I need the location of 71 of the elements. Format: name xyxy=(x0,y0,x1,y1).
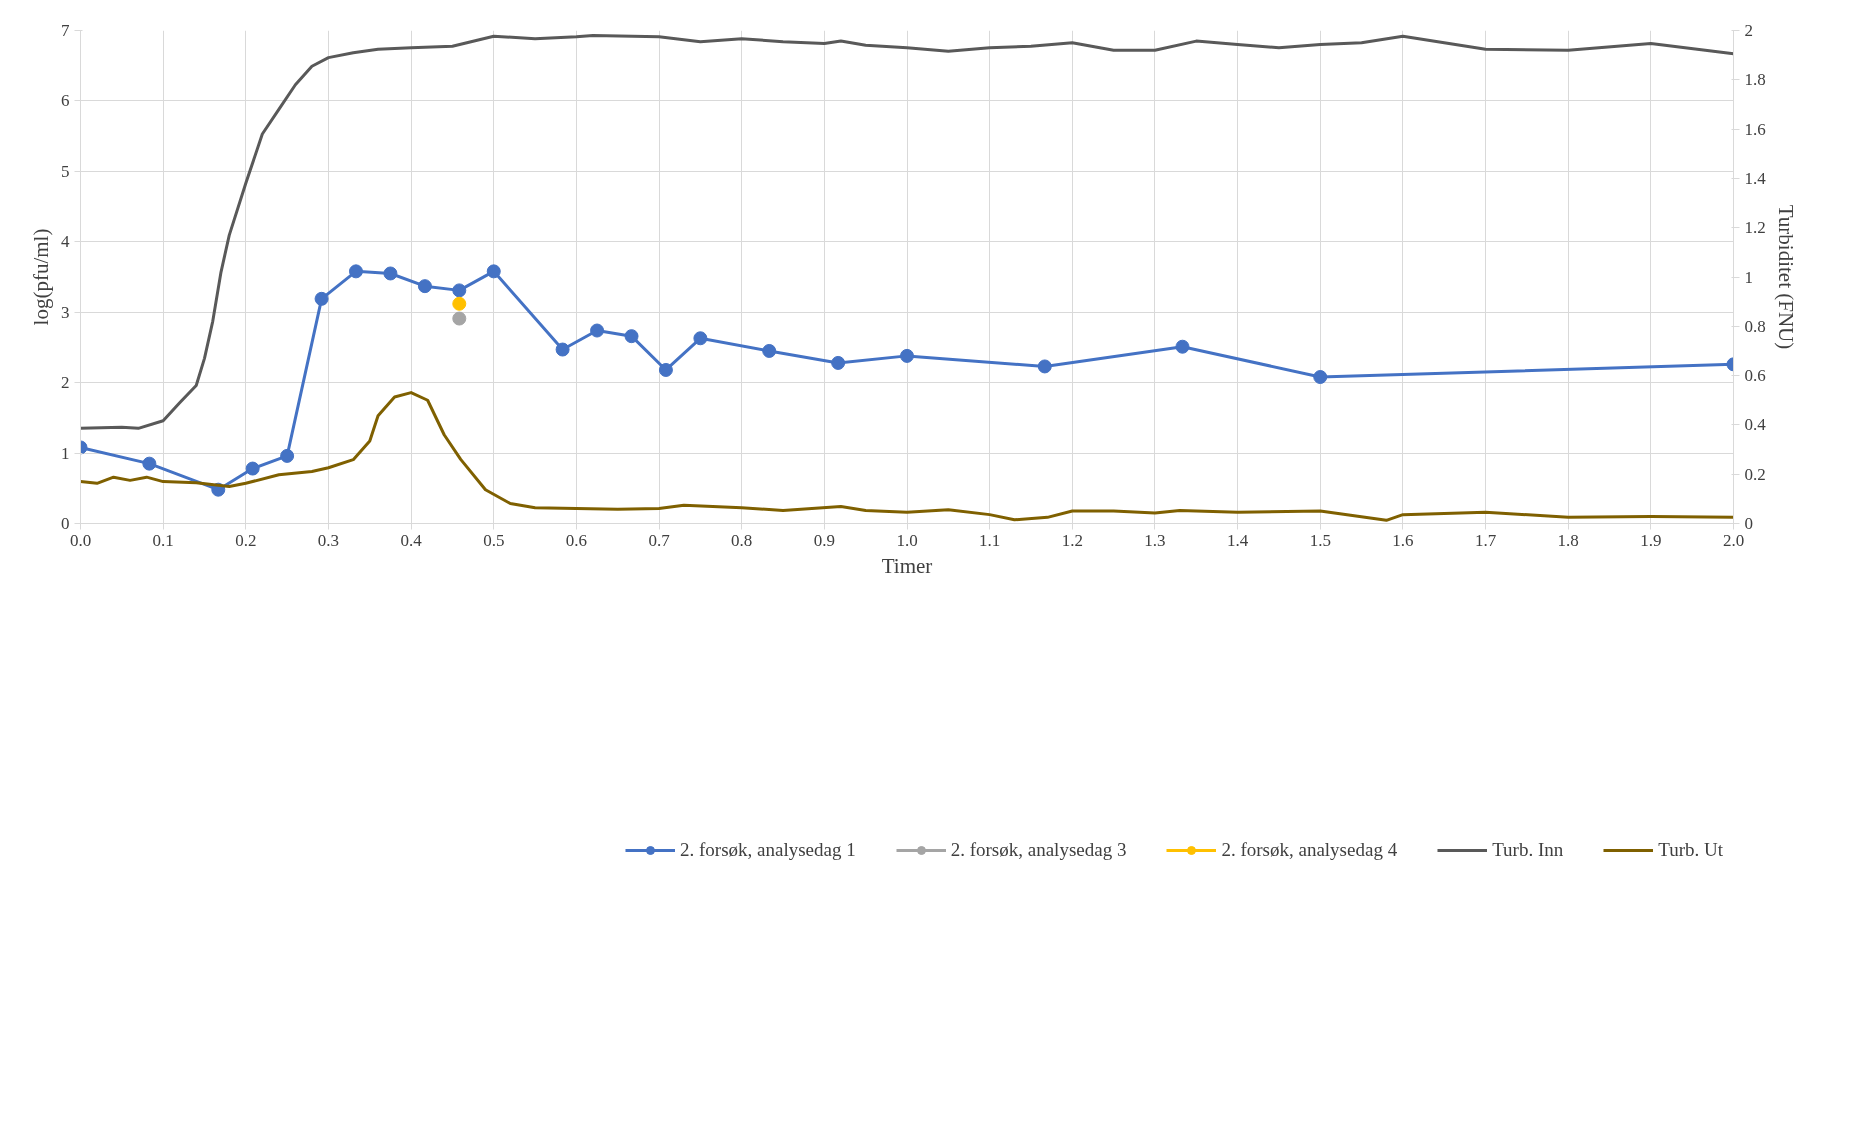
point xyxy=(417,279,432,294)
y-axis-title: log(pfu/ml) xyxy=(29,228,53,326)
x-tick-label: 1.3 xyxy=(1144,530,1166,550)
x-tick-label: 1.7 xyxy=(1474,530,1497,550)
x-tick-label: 1.4 xyxy=(1226,530,1249,550)
x-tick-label: 1.5 xyxy=(1309,530,1331,550)
y2-tick-label: 1.2 xyxy=(1744,218,1766,238)
x-tick-label: 1.9 xyxy=(1640,530,1662,550)
y2-tick-label: 2 xyxy=(1744,21,1753,40)
y2-tick-label: 1.6 xyxy=(1744,119,1766,139)
point xyxy=(486,264,501,279)
x-axis-title: Timer xyxy=(881,553,933,578)
point xyxy=(1313,370,1328,384)
x-tick-label: 1.1 xyxy=(979,530,1001,550)
point xyxy=(555,342,570,357)
point xyxy=(658,362,673,377)
x-tick-label: 0.8 xyxy=(731,530,753,550)
x-tick-label: 0.3 xyxy=(317,530,340,550)
x-tick-label: 1.2 xyxy=(1061,530,1083,550)
y-tick-label: 4 xyxy=(61,232,70,252)
line-series xyxy=(80,33,1734,430)
point xyxy=(831,355,846,370)
x-tick-label: 0.5 xyxy=(483,530,505,550)
point xyxy=(1037,359,1052,374)
point xyxy=(1175,339,1190,354)
y2-tick-label: 0.6 xyxy=(1744,366,1766,386)
x-tick-label: 1.6 xyxy=(1392,530,1414,550)
point xyxy=(693,331,708,346)
point xyxy=(900,348,914,363)
point xyxy=(245,461,260,476)
legend-label: 2. forsøk, analysedag 4 xyxy=(1221,839,1398,861)
x-tick-label: 1.8 xyxy=(1557,530,1579,550)
x-tick-label: 2.0 xyxy=(1722,530,1745,550)
y-tick-label: 3 xyxy=(61,302,70,322)
y-tick-label: 0 xyxy=(61,514,70,533)
x-tick-label: 0.4 xyxy=(400,530,423,550)
point xyxy=(452,283,467,298)
y-tick-label: 7 xyxy=(61,21,70,40)
legend-label: 2. forsøk, analysedag 1 xyxy=(679,839,856,861)
legend-label: 2. forsøk, analysedag 3 xyxy=(950,839,1127,861)
y-tick-label: 5 xyxy=(61,161,70,181)
point xyxy=(452,296,467,311)
y2-tick-label: 1.4 xyxy=(1744,168,1767,188)
y-tick-label: 6 xyxy=(61,91,70,111)
point xyxy=(590,323,605,338)
point xyxy=(452,311,467,326)
y-tick-label: 1 xyxy=(61,443,70,463)
x-tick-label: 0.1 xyxy=(152,530,174,550)
x-tick-label: 0.7 xyxy=(648,530,671,550)
y2-axis-title: Turbiditet (FNU) xyxy=(1773,204,1798,350)
point xyxy=(348,264,363,279)
y2-tick-label: 0.8 xyxy=(1744,316,1766,336)
legend-label: Turb. Ut xyxy=(1658,839,1723,861)
y2-tick-label: 0 xyxy=(1744,514,1753,533)
x-tick-label: 0.0 xyxy=(69,530,92,550)
y2-tick-label: 1.8 xyxy=(1744,70,1766,90)
point xyxy=(142,456,157,471)
x-tick-label: 0.6 xyxy=(565,530,588,550)
y2-tick-label: 0.2 xyxy=(1744,464,1766,484)
point xyxy=(280,448,295,463)
y2-tick-label: 1 xyxy=(1744,267,1753,287)
y2-tick-label: 0.4 xyxy=(1744,415,1767,435)
legend-label: Turb. Inn xyxy=(1492,839,1564,861)
x-tick-label: 1.0 xyxy=(896,530,918,550)
point xyxy=(762,343,777,358)
y-tick-label: 2 xyxy=(61,373,70,393)
point xyxy=(314,291,329,306)
point xyxy=(624,329,639,344)
x-tick-label: 0.9 xyxy=(813,530,835,550)
x-tick-label: 0.2 xyxy=(235,530,257,550)
point xyxy=(383,266,398,281)
